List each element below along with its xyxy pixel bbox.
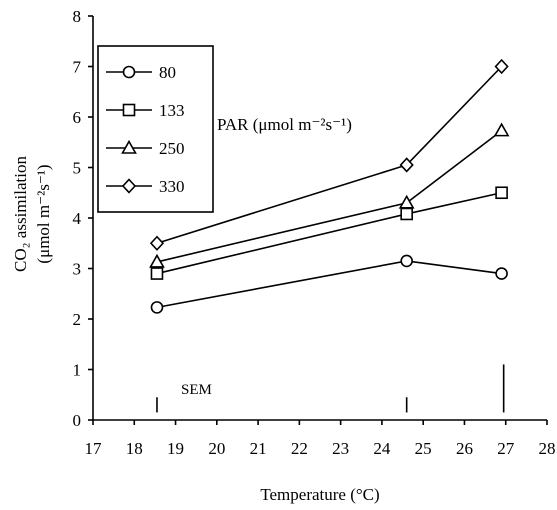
y-axis-label-line2: (μmol m⁻²s⁻¹) — [34, 164, 53, 263]
legend: 80 133 250 330 — [97, 45, 214, 213]
y-tick-label: 1 — [73, 361, 82, 380]
x-tick-label: 21 — [250, 439, 267, 458]
sem-label: SEM — [181, 382, 212, 398]
x-tick-label: 19 — [167, 439, 184, 458]
x-tick-label: 18 — [126, 439, 143, 458]
series-330 — [149, 58, 509, 251]
data-point — [495, 186, 508, 200]
legend-title: PAR (μmol m⁻²s⁻¹) — [217, 115, 352, 134]
y-ticks: 0 1 2 3 4 5 6 7 8 — [73, 7, 93, 430]
series-layer — [149, 58, 510, 314]
data-point — [493, 122, 510, 137]
x-tick-label: 17 — [85, 439, 103, 458]
data-point — [494, 58, 509, 75]
data-point — [149, 253, 165, 268]
legend-marker — [122, 65, 136, 79]
series-250 — [149, 122, 510, 268]
y-tick-label: 8 — [73, 7, 82, 26]
x-tick-label: 28 — [539, 439, 556, 458]
data-point — [398, 194, 415, 209]
x-axis-label: Temperature (°C) — [260, 485, 379, 504]
legend-box — [97, 45, 214, 213]
legend-label: 330 — [159, 177, 185, 196]
x-tick-label: 27 — [497, 439, 515, 458]
y-tick-label: 0 — [73, 411, 82, 430]
x-tick-label: 25 — [415, 439, 432, 458]
y-axis-label-line1: CO₂ assimilation — [11, 156, 30, 272]
data-point — [495, 267, 508, 280]
legend-marker — [122, 103, 136, 117]
x-tick-label: 24 — [373, 439, 391, 458]
legend-label: 80 — [159, 63, 176, 82]
sem-bars — [156, 364, 505, 413]
x-tick-label: 26 — [456, 439, 473, 458]
legend-label: 133 — [159, 101, 185, 120]
data-point — [149, 235, 165, 251]
legend-marker — [121, 178, 137, 194]
series-line — [156, 260, 502, 309]
data-point — [400, 254, 413, 268]
data-point — [400, 207, 413, 221]
x-ticks: 17 18 19 20 21 22 23 24 25 26 27 28 — [85, 420, 556, 458]
y-tick-label: 5 — [73, 159, 82, 178]
data-point — [150, 267, 164, 280]
y-axis-label-group: CO₂ assimilation (μmol m⁻²s⁻¹) — [11, 156, 53, 272]
y-tick-label: 2 — [73, 310, 82, 329]
series-80 — [150, 254, 508, 314]
x-tick-label: 22 — [291, 439, 308, 458]
data-point — [399, 157, 414, 173]
x-tick-label: 20 — [208, 439, 225, 458]
y-tick-label: 4 — [73, 209, 82, 228]
y-tick-label: 6 — [73, 108, 82, 127]
y-tick-label: 7 — [73, 58, 82, 77]
legend-marker — [121, 139, 137, 154]
data-point — [150, 301, 164, 314]
series-133 — [150, 186, 508, 280]
legend-label: 250 — [159, 139, 185, 158]
y-tick-label: 3 — [73, 260, 82, 279]
x-tick-label: 23 — [332, 439, 349, 458]
